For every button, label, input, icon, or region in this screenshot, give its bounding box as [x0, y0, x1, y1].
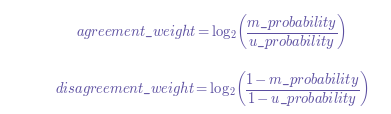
Text: $\mathit{agreement\_weight} = \log_2\!\left(\dfrac{m\_probability}{u\_probabilit: $\mathit{agreement\_weight} = \log_2\!\l…	[76, 11, 346, 50]
Text: $\mathit{disagreement\_weight} = \log_2\!\left(\dfrac{1-m\_probability}{1-u\_pro: $\mathit{disagreement\_weight} = \log_2\…	[54, 68, 368, 107]
